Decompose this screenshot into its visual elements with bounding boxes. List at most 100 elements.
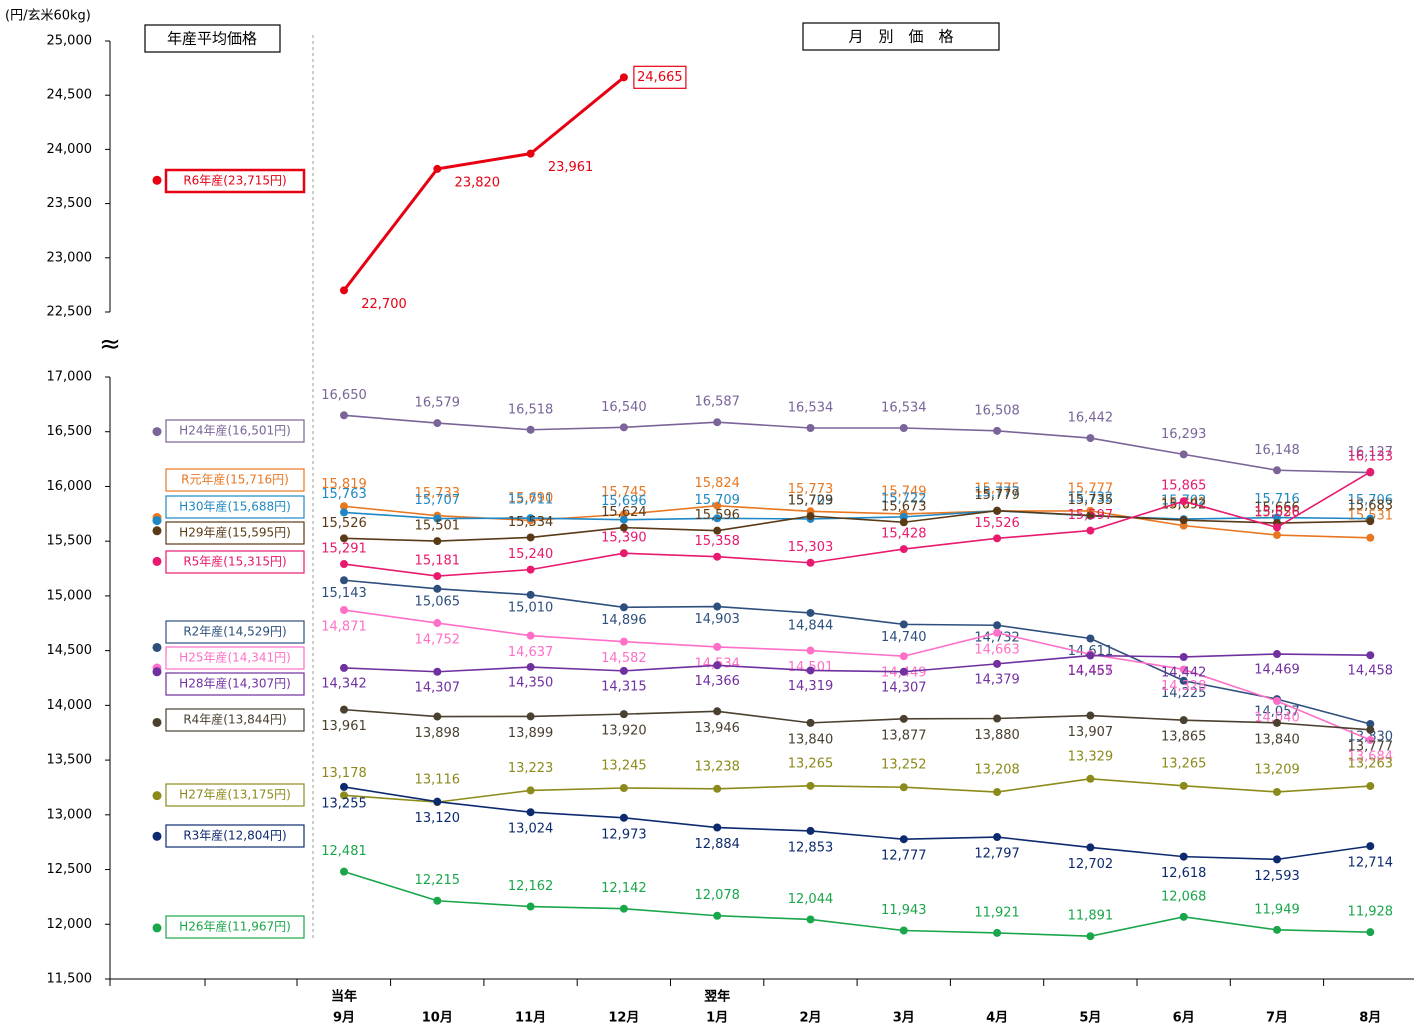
value-label: 15,865 [1161, 479, 1207, 494]
value-label: 13,684 [1348, 749, 1394, 764]
value-label: 15,707 [415, 493, 461, 508]
data-point [526, 533, 535, 542]
value-label: 16,508 [974, 403, 1020, 418]
y-tick-label: 17,000 [47, 370, 93, 385]
data-point [806, 666, 815, 675]
value-label: 13,116 [415, 773, 461, 788]
value-label: 15,763 [321, 487, 367, 502]
value-label: 13,265 [788, 756, 834, 771]
value-label: 15,729 [788, 494, 834, 509]
series-line [343, 509, 1371, 542]
data-point [1086, 526, 1095, 535]
value-label: 15,534 [508, 515, 554, 530]
data-point [433, 514, 442, 523]
data-point [899, 667, 908, 676]
y-tick-label: 15,000 [47, 588, 93, 603]
value-label: 15,733 [415, 486, 461, 501]
data-point [806, 512, 815, 521]
legend-box [165, 468, 305, 492]
value-label: 16,587 [694, 395, 740, 410]
data-point [619, 549, 628, 558]
data-point [619, 523, 628, 532]
data-point [993, 714, 1002, 723]
series-line [343, 870, 1371, 938]
value-label: 13,245 [601, 759, 647, 774]
data-point [619, 515, 628, 524]
data-point [526, 590, 535, 599]
data-point [433, 584, 442, 593]
value-label: 24,665 [637, 70, 683, 85]
data-point [1086, 434, 1095, 443]
value-label: 13,265 [1161, 756, 1207, 771]
data-point [1366, 725, 1375, 734]
legend-box [165, 620, 305, 644]
data-point [899, 835, 908, 844]
value-label: 12,142 [601, 881, 647, 896]
value-label: 16,127 [1348, 445, 1394, 460]
data-point [713, 642, 722, 651]
data-point [713, 501, 722, 510]
legend-label: H25年産(14,341円) [179, 650, 291, 665]
data-point [806, 718, 815, 727]
data-point [1086, 711, 1095, 720]
data-point [340, 576, 348, 585]
data-point [899, 424, 908, 433]
data-point [433, 572, 442, 581]
average-marker [152, 791, 162, 801]
data-point [713, 526, 722, 535]
data-point [340, 286, 348, 295]
value-label: 15,666 [1254, 501, 1300, 516]
value-label: 16,650 [321, 388, 367, 403]
value-label: 12,078 [694, 888, 740, 903]
data-point [1179, 676, 1188, 685]
data-point [1086, 932, 1095, 941]
value-label: 13,777 [1348, 739, 1394, 754]
value-label: 11,928 [1348, 905, 1394, 920]
value-label: 14,844 [788, 618, 834, 633]
legend-label: H29年産(15,595円) [179, 525, 291, 540]
value-label: 14,366 [694, 674, 740, 689]
data-point [619, 904, 628, 913]
value-label: 15,819 [321, 477, 367, 492]
data-point [433, 712, 442, 721]
series-line [343, 510, 1371, 521]
x-tick-label: 11月 [515, 1011, 546, 1026]
value-label: 14,582 [601, 651, 647, 666]
average-marker [152, 516, 162, 526]
data-point [1179, 665, 1188, 674]
value-label: 16,540 [601, 400, 647, 415]
data-point [1179, 912, 1188, 921]
left-panel-title-box [144, 24, 281, 53]
x-group-label: 翌年 [704, 989, 730, 1005]
value-label: 12,593 [1254, 869, 1300, 884]
data-point [433, 164, 442, 173]
data-point [713, 911, 722, 920]
value-label: 14,307 [881, 680, 927, 695]
value-label: 16,293 [1161, 427, 1207, 442]
data-point [806, 915, 815, 924]
value-label: 15,556 [1254, 506, 1300, 521]
data-point [1366, 533, 1375, 542]
value-label: 14,467 [1068, 664, 1114, 679]
value-label: 13,899 [508, 726, 554, 741]
legend-label: H26年産(11,967円) [179, 919, 291, 934]
x-tick-label: 12月 [608, 1011, 639, 1026]
series-line [343, 778, 1371, 803]
value-label: 12,973 [601, 827, 647, 842]
legend-label: R2年産(14,529円) [183, 624, 286, 639]
data-point [1179, 497, 1188, 506]
value-label: 15,526 [974, 516, 1020, 531]
value-label: 14,379 [974, 672, 1020, 687]
value-label: 15,501 [415, 519, 461, 534]
value-label: 13,946 [694, 721, 740, 736]
value-label: 13,898 [415, 726, 461, 741]
value-label: 12,068 [1161, 889, 1207, 904]
data-point [1366, 842, 1375, 851]
data-point [619, 603, 628, 612]
y-tick-label: 16,000 [47, 479, 93, 494]
data-point [619, 73, 628, 82]
data-point [1273, 513, 1281, 522]
value-label: 14,752 [415, 633, 461, 648]
data-point [806, 826, 815, 835]
average-marker [152, 526, 162, 536]
